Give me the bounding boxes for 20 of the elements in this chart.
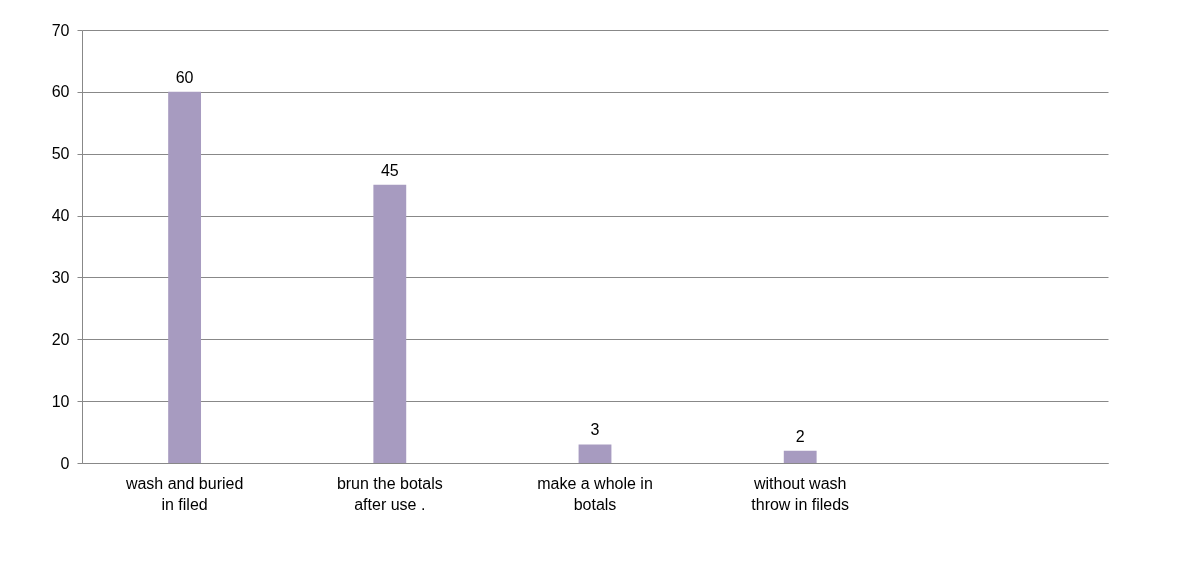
y-tick-label: 50 (51, 145, 70, 163)
y-tick-label: 0 (60, 454, 70, 472)
x-tick-label: wash and buried in filed (124, 474, 244, 513)
y-tick-label: 70 (51, 21, 70, 39)
y-tick-label: 60 (51, 83, 70, 101)
data-label: 2 (795, 427, 805, 445)
x-tick-label: without wash throw in fileds (751, 474, 850, 513)
data-label: 45 (380, 161, 399, 179)
bar (168, 91, 202, 463)
bar (373, 184, 407, 463)
bar (578, 444, 612, 463)
data-label: 3 (590, 421, 600, 439)
y-tick-label: 40 (51, 207, 70, 225)
y-tick-label: 10 (51, 392, 70, 410)
x-tick-label: make a whole in botals (537, 474, 653, 513)
bar (783, 450, 817, 463)
y-tick-label: 20 (51, 330, 70, 348)
y-tick-label: 30 (51, 268, 70, 286)
data-label: 60 (175, 68, 194, 86)
x-tick-label: brun the botals after use . (336, 474, 443, 513)
